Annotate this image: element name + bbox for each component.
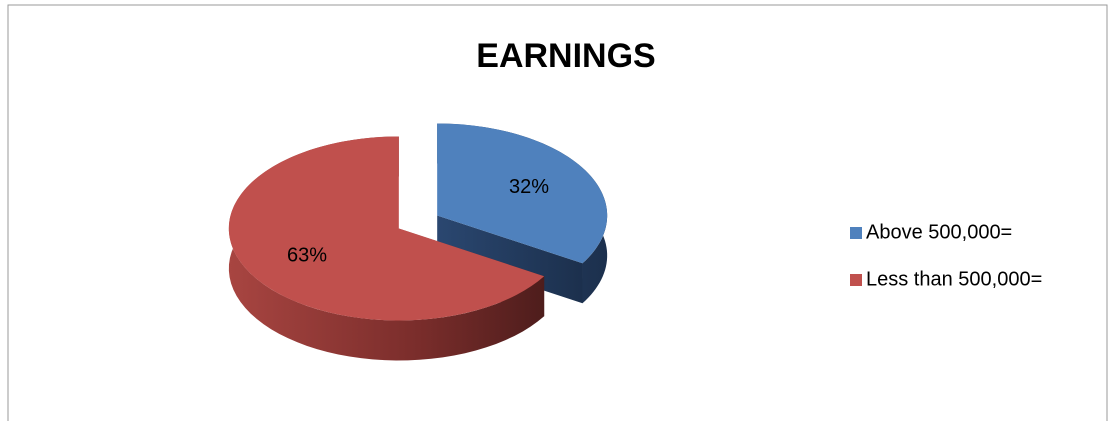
slice-top xyxy=(437,123,608,264)
slice-cut-face xyxy=(437,215,583,304)
pie-slice xyxy=(437,123,608,304)
legend-label: Above 500,000= xyxy=(866,221,1012,243)
chart-title: EARNINGS xyxy=(476,37,655,75)
pie-slice xyxy=(228,136,545,361)
chart-border xyxy=(7,4,1108,421)
legend-swatch xyxy=(850,274,862,286)
data-label: 32% xyxy=(509,176,549,198)
slice-top xyxy=(228,136,545,321)
legend-label: Less than 500,000= xyxy=(866,268,1042,290)
data-label: 63% xyxy=(287,245,327,267)
legend-swatch xyxy=(850,227,862,239)
